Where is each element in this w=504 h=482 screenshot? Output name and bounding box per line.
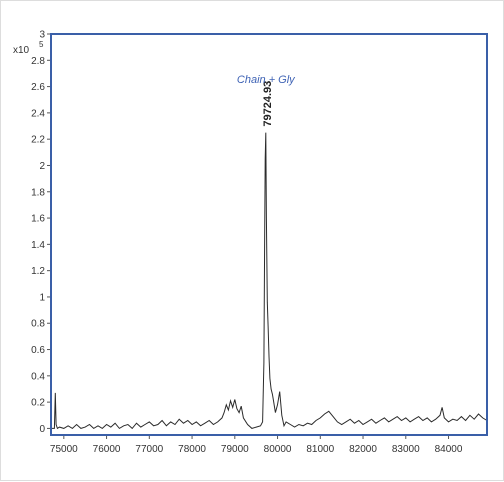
x-tick-label: 75000 bbox=[50, 444, 78, 455]
y-tick-label: 0.8 bbox=[31, 319, 45, 330]
plot-frame bbox=[50, 33, 488, 436]
y-tick-label: 0 bbox=[39, 424, 45, 435]
x-tick-label: 79000 bbox=[221, 444, 249, 455]
y-tick-label: 2.6 bbox=[31, 82, 45, 93]
x-tick-label: 77000 bbox=[135, 444, 163, 455]
x-tick-label: 84000 bbox=[435, 444, 463, 455]
y-tick-label: 1.4 bbox=[31, 240, 45, 251]
x-tick-label: 76000 bbox=[93, 444, 121, 455]
x-tick-label: 80000 bbox=[264, 444, 292, 455]
annotation-label: Chain + Gly bbox=[237, 74, 296, 86]
x-axis: 75000 76000 77000 78000 79000 80000 81000 82000… bbox=[50, 435, 463, 455]
x-tick-label: 83000 bbox=[392, 444, 420, 455]
y-tick-label: 2.8 bbox=[31, 56, 45, 67]
spectrum-line bbox=[51, 132, 488, 430]
x-tick-label: 78000 bbox=[178, 444, 206, 455]
y-tick-label: 0.2 bbox=[31, 398, 45, 409]
y-tick-label: 1.2 bbox=[31, 266, 45, 277]
y-tick-label: 0.6 bbox=[31, 345, 45, 356]
y-tick-label: 2.2 bbox=[31, 135, 45, 146]
x-tick-label: 81000 bbox=[306, 444, 334, 455]
y-tick-label: 3 bbox=[39, 30, 45, 41]
y-scale-label: x10 bbox=[13, 45, 30, 56]
y-tick-label: 1.6 bbox=[31, 214, 45, 225]
y-tick-label: 1 bbox=[39, 292, 45, 303]
peak-label: 79724.93 bbox=[262, 81, 274, 127]
y-axis: 0 0.2 0.4 0.6 0.8 1 1.2 1.4 1.6 1.8 2 2.2 2.4 2.6 2.8 3 bbox=[31, 30, 51, 435]
y-scale-exponent: 5 bbox=[39, 40, 44, 49]
y-tick-label: 1.8 bbox=[31, 187, 45, 198]
y-tick-label: 0.4 bbox=[31, 371, 45, 382]
y-tick-label: 2 bbox=[39, 161, 45, 172]
x-tick-label: 82000 bbox=[349, 444, 377, 455]
y-tick-label: 2.4 bbox=[31, 108, 45, 119]
